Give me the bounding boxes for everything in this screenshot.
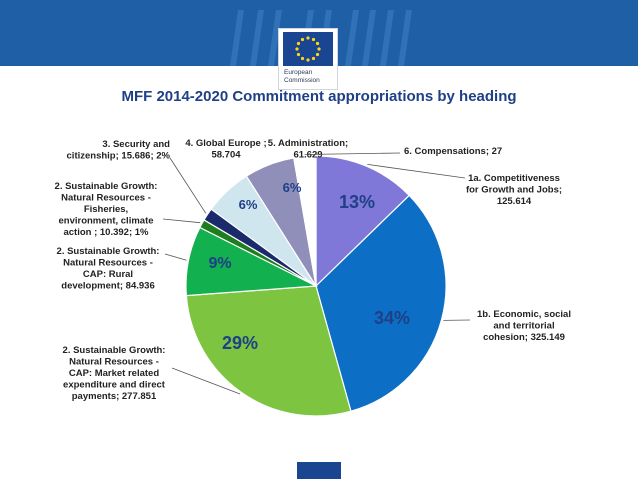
eu-flag-icon	[283, 32, 333, 66]
pie-slice	[315, 194, 447, 412]
slice-label-line: 6. Compensations; 27	[404, 146, 502, 157]
header-stripe	[380, 10, 394, 66]
leader-line	[304, 152, 401, 155]
logo-line-2: Commission	[284, 76, 320, 84]
header-stripe	[230, 10, 244, 66]
flag-star-icon	[296, 41, 301, 46]
logo-line-1: European	[284, 69, 313, 76]
pie-slice	[185, 285, 352, 417]
pie-slice	[293, 155, 317, 287]
slice-label: 3. Security and citizenship; 15.686; 2%	[67, 139, 171, 162]
slice-label-line: Natural Resources -	[61, 193, 151, 204]
slice-label-line: 2. Sustainable Growth:	[63, 345, 166, 356]
chart-title: MFF 2014-2020 Commitment appropriations …	[121, 88, 517, 105]
header-stripe	[398, 10, 412, 66]
flag-star-icon	[311, 56, 316, 61]
pie-slice	[315, 155, 411, 288]
slice-label-line: cohesion; 325.149	[483, 332, 565, 343]
slice-label-line: citizenship; 15.686; 2%	[67, 151, 171, 162]
slice-label-line: action ; 10.392; 1%	[63, 227, 149, 238]
leader-line	[169, 157, 207, 214]
leader-line	[367, 164, 466, 179]
slice-percent-label: 29%	[222, 333, 258, 353]
slice-label-line: development; 84.936	[61, 281, 154, 292]
header-stripe	[268, 10, 282, 66]
logo-text: European Commission	[284, 69, 320, 84]
header-stripe	[362, 10, 376, 66]
slice-label-line: 58.704	[211, 150, 241, 161]
slice-label-line: Natural Resources -	[69, 357, 159, 368]
slice-label-line: for Growth and Jobs;	[466, 185, 562, 196]
flag-star-icon	[295, 47, 299, 51]
flag-star-icon	[306, 36, 310, 40]
flag-star-icon	[296, 52, 301, 57]
slice-label: 2. Sustainable Growth: Natural Resources …	[57, 246, 160, 292]
slice-percent-label: 6%	[239, 197, 258, 212]
slice-label-line: 3. Security and	[102, 139, 170, 150]
european-commission-logo: European Commission	[278, 28, 338, 90]
leader-line	[162, 218, 201, 224]
flag-star-icon	[315, 41, 320, 46]
slice-label: 6. Compensations; 27	[404, 146, 502, 157]
slice-label-line: 2. Sustainable Growth:	[55, 181, 158, 192]
slice-label: 4. Global Europe ; 58.704	[185, 138, 266, 161]
slice-percent-label: 6%	[283, 180, 302, 195]
slice-label-line: expenditure and direct	[63, 380, 166, 391]
slice-label-line: CAP: Market related	[69, 368, 159, 379]
header-stripe	[345, 10, 359, 66]
leader-line	[171, 367, 241, 395]
flag-star-icon	[306, 58, 310, 62]
slice-percent-label: 9%	[208, 255, 231, 272]
flag-star-icon	[300, 37, 305, 42]
slice-label-line: 1b. Economic, social	[477, 309, 571, 320]
slice-label-line: 61.629	[293, 150, 322, 161]
flag-star-icon	[300, 56, 305, 61]
slice-label-line: payments; 277.851	[72, 391, 157, 402]
leader-line	[164, 253, 187, 261]
slice-label-line: 4. Global Europe ;	[185, 138, 266, 149]
slice-label: 2. Sustainable Growth: Natural Resources …	[55, 181, 158, 238]
slice-label-line: environment, climate	[58, 216, 153, 227]
slice-label-line: 2. Sustainable Growth:	[57, 246, 160, 257]
footer-flag-graphic	[297, 462, 341, 479]
slice-label-line: CAP: Rural	[83, 269, 133, 280]
slice-percent-label: 13%	[339, 192, 375, 212]
slice-label-line: 1a. Competitiveness	[468, 173, 560, 184]
slice-label-line: 125.614	[497, 196, 532, 207]
flag-star-icon	[315, 52, 320, 57]
slice-label-line: Fisheries,	[84, 204, 128, 215]
slice-label-line: and territorial	[493, 321, 554, 332]
slice-label: 1b. Economic, social and territorial cohes…	[477, 309, 571, 343]
header-stripe	[250, 10, 264, 66]
slice-label: 5. Administration; 61.629	[268, 138, 348, 161]
flag-star-icon	[311, 37, 316, 42]
slice-label: 2. Sustainable Growth: Natural Resources …	[63, 345, 166, 402]
flag-star-icon	[317, 47, 321, 51]
slice-percent-label: 34%	[374, 308, 410, 328]
slice-label-line: Natural Resources -	[63, 258, 153, 269]
slice-label-line: 5. Administration;	[268, 138, 348, 149]
slice-label: 1a. Competitiveness for Growth and Jobs; 1…	[466, 173, 562, 207]
